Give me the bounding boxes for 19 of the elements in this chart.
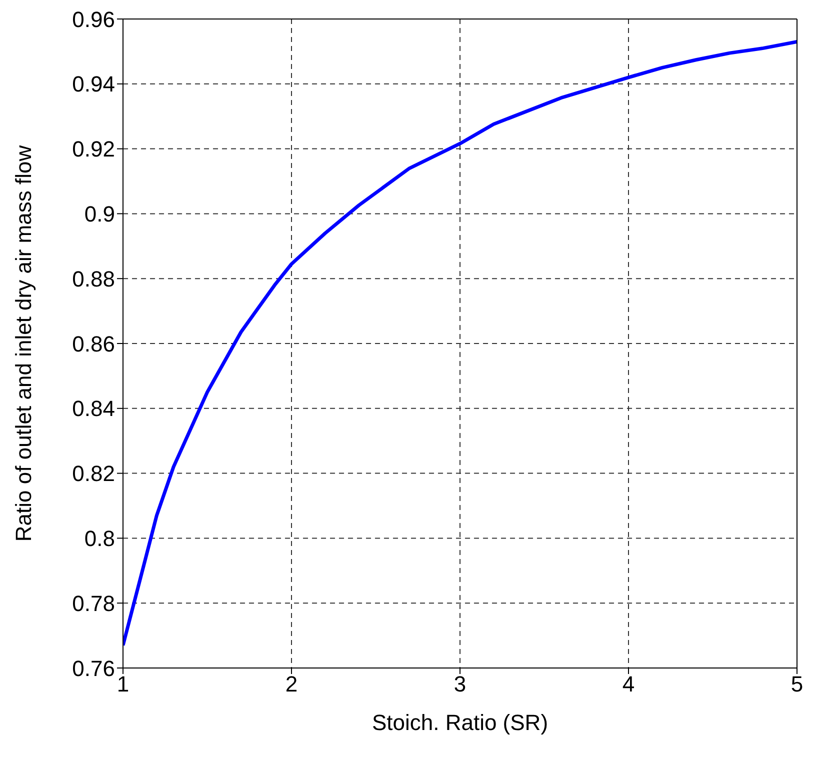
y-tick-label: 0.78 (72, 590, 115, 616)
x-tick-label: 3 (454, 672, 466, 697)
y-tick-label: 0.86 (72, 331, 115, 356)
x-axis-title: Stoich. Ratio (SR) (372, 710, 548, 735)
y-tick-label: 0.94 (72, 72, 115, 97)
y-tick-label: 0.82 (72, 461, 115, 486)
x-tick-label: 5 (790, 672, 804, 697)
y-tick-label: 0.88 (72, 266, 115, 292)
y-tick-label: 0.92 (72, 136, 115, 162)
y-axis-title: Ratio of outlet and inlet dry air mass flow (10, 145, 36, 542)
y-tick-label: 0.8 (84, 526, 115, 552)
y-tick-label: 0.96 (72, 6, 115, 32)
y-tick-label: 0.9 (84, 202, 115, 227)
x-tick-label: 1 (116, 672, 130, 697)
y-tick-label: 0.76 (72, 656, 115, 681)
line-series (123, 40, 797, 648)
x-tick-label: 4 (622, 672, 635, 697)
x-tick-label: 2 (285, 672, 298, 697)
y-tick-label: 0.84 (72, 396, 115, 422)
